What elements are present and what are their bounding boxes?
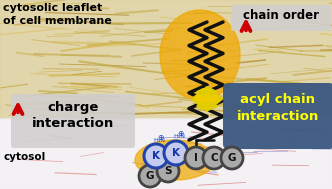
Bar [0,0,332,118]
Text: I: I [194,153,198,163]
FancyBboxPatch shape [223,83,332,149]
Circle shape [139,165,161,187]
FancyBboxPatch shape [231,5,331,31]
Circle shape [203,147,225,169]
Ellipse shape [160,10,240,100]
Bar [0,118,332,189]
Text: C: C [210,153,218,163]
Text: K: K [172,148,180,158]
Ellipse shape [135,140,215,180]
Text: $\oplus$: $\oplus$ [157,132,165,142]
Circle shape [185,147,207,169]
Text: cytosol: cytosol [4,152,46,162]
Text: $\oplus$: $\oplus$ [177,129,185,139]
Text: K: K [152,151,160,161]
Circle shape [144,144,168,168]
Text: charge
interaction: charge interaction [32,101,114,130]
Text: chain order: chain order [243,9,319,22]
Circle shape [164,141,188,165]
Text: G: G [146,171,154,181]
Text: cytosolic leaflet
of cell membrane: cytosolic leaflet of cell membrane [3,3,112,26]
Circle shape [157,160,179,182]
Text: G: G [228,153,236,163]
Text: H₃N: H₃N [153,138,165,143]
Text: acyl chain
interaction: acyl chain interaction [237,93,319,122]
Circle shape [221,147,243,169]
Text: S: S [164,166,172,176]
Text: H₃N: H₃N [173,135,185,139]
FancyBboxPatch shape [11,94,135,148]
Polygon shape [192,87,222,111]
